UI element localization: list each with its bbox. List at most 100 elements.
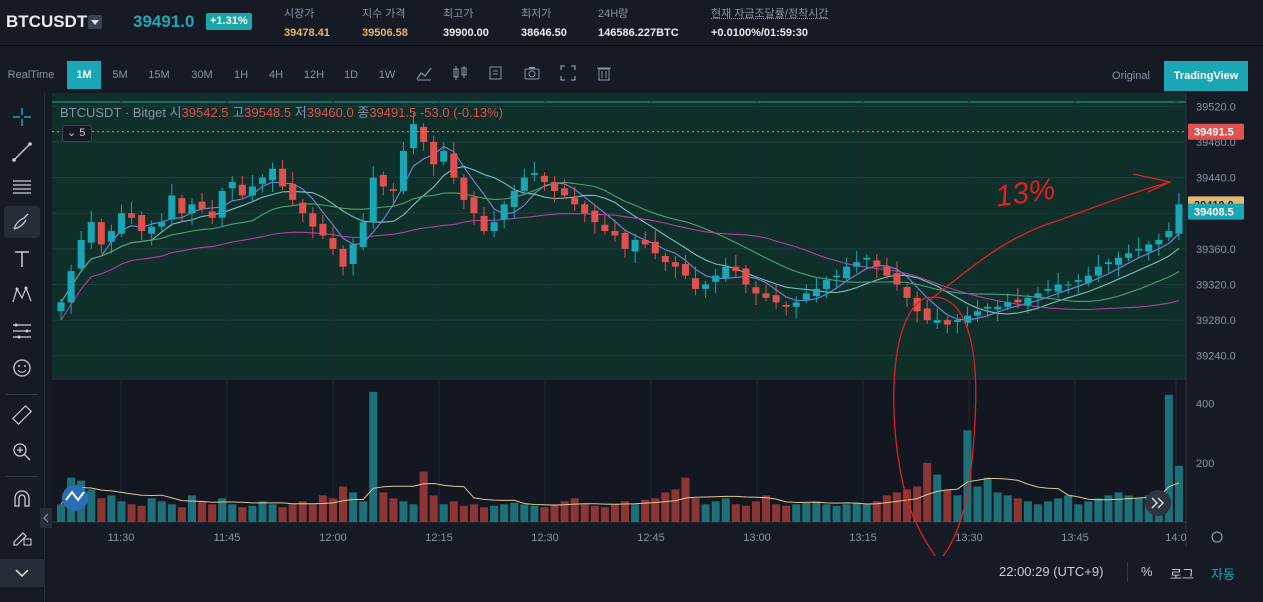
volume-bar [832, 505, 841, 522]
crosshair-icon[interactable] [11, 106, 33, 128]
candle-body [571, 198, 579, 205]
camera-icon[interactable] [524, 65, 540, 81]
interval-1d[interactable]: 1D [343, 69, 359, 81]
candle-body [591, 210, 599, 223]
candle-body [994, 306, 1002, 310]
price-tick-label: 39480.0 [1196, 137, 1236, 149]
candle-body [1084, 275, 1092, 283]
volume-bar [1124, 495, 1133, 522]
volume-bar [117, 501, 126, 522]
volume-bar [389, 498, 398, 522]
volume-bar [600, 507, 609, 522]
volume-bar [1013, 498, 1022, 522]
view-tradingview[interactable]: TradingView [1164, 61, 1248, 91]
candle-body [692, 278, 700, 289]
symbol-dropdown-icon[interactable] [88, 15, 102, 29]
indicator-icon[interactable] [416, 65, 432, 81]
legend-close-label: 종 [357, 105, 370, 120]
candle-body [1125, 253, 1133, 258]
volume-bar [258, 501, 267, 522]
legend-change: -53.0 (-0.13%) [419, 105, 504, 120]
candle-body [208, 211, 216, 218]
volume-bar [268, 504, 277, 522]
volume-bar [741, 505, 750, 522]
candle-body [138, 215, 146, 232]
emoji-icon[interactable] [11, 357, 33, 379]
interval-5m[interactable]: 5M [112, 69, 128, 81]
candle-body [1054, 284, 1062, 292]
volume-bar [993, 492, 1002, 522]
change-badge: +1.31% [206, 13, 252, 30]
indicator-collapse-toggle[interactable]: ⌄ 5 [62, 125, 92, 142]
interval-realtime[interactable]: RealTime [7, 69, 55, 81]
pattern-icon[interactable] [11, 284, 33, 306]
interval-1h[interactable]: 1H [233, 69, 249, 81]
symbol-name[interactable]: BTCUSDT [6, 12, 88, 31]
interval-30m[interactable]: 30M [191, 69, 213, 81]
candle-body [349, 244, 357, 264]
logo-mark [65, 490, 85, 502]
stat-label[interactable]: 현재 자금조달률/정착시간 [711, 8, 829, 20]
view-original[interactable]: Original [1112, 70, 1150, 82]
candle-body [873, 260, 881, 267]
magnet-icon[interactable] [11, 488, 33, 510]
measure-lines-icon[interactable] [11, 320, 33, 342]
volume-bar [651, 498, 660, 522]
candle-body [1074, 280, 1082, 282]
candle-type-icon[interactable] [452, 65, 468, 81]
time-tick-label: 13:00 [743, 532, 771, 544]
edit-icon[interactable] [488, 65, 504, 81]
text-tool-icon[interactable] [11, 248, 33, 270]
volume-bar [610, 504, 619, 522]
volume-tick-label: 200 [1196, 458, 1214, 470]
stat-market-price: 시장가 39478.41 [284, 5, 330, 39]
drawing-toolbar [0, 92, 45, 602]
volume-bar [812, 501, 821, 522]
candle-body [963, 315, 971, 323]
fullscreen-icon[interactable] [560, 65, 576, 81]
time-tick-label: 13:45 [1061, 532, 1089, 544]
volume-bar [1174, 465, 1183, 522]
candle-body [1145, 244, 1153, 252]
ruler-icon[interactable] [11, 404, 33, 426]
brush-icon[interactable] [11, 211, 33, 233]
candle-body [77, 239, 85, 269]
volume-bar [923, 462, 932, 522]
trash-icon[interactable] [596, 65, 612, 81]
trendline-icon[interactable] [11, 141, 33, 163]
zoom-in-icon[interactable] [11, 441, 33, 463]
horizontal-lines-icon[interactable] [11, 176, 33, 198]
volume-bar [1164, 394, 1173, 522]
chevron-down-icon[interactable] [11, 562, 33, 584]
candle-body [712, 275, 720, 282]
interval-12h[interactable]: 12H [303, 69, 325, 81]
log-toggle[interactable]: 로그 [1170, 567, 1194, 582]
ohlc-legend: BTCUSDT · Bitget 시39542.5 고39548.5 저3946… [60, 102, 503, 121]
percent-toggle[interactable]: % [1141, 564, 1153, 579]
volume-bar [882, 495, 891, 522]
moving-average-line [60, 213, 1180, 321]
interval-4h[interactable]: 4H [268, 69, 284, 81]
interval-15m[interactable]: 15M [148, 69, 170, 81]
candle-body [1094, 266, 1102, 276]
clock-time[interactable]: 22:00:29 (UTC+9) [999, 564, 1104, 579]
interval-1w[interactable]: 1W [378, 69, 396, 81]
auto-toggle[interactable]: 자동 [1211, 567, 1235, 582]
volume-tick-label: 400 [1196, 399, 1214, 411]
stat-label: 지수 가격 [362, 8, 406, 20]
volume-bar [238, 507, 247, 522]
candle-body [883, 266, 891, 276]
stat-label: 24H량 [598, 8, 629, 20]
volume-bar [792, 504, 801, 522]
volume-bar [540, 507, 549, 522]
candle-body [792, 302, 800, 307]
candle-body [943, 320, 951, 325]
candle-body [117, 213, 125, 234]
lock-drawing-icon[interactable] [11, 525, 33, 547]
volume-bar [772, 504, 781, 522]
volume-bar [973, 486, 982, 522]
volume-bar [167, 504, 176, 522]
interval-1m[interactable]: 1M [67, 61, 101, 89]
